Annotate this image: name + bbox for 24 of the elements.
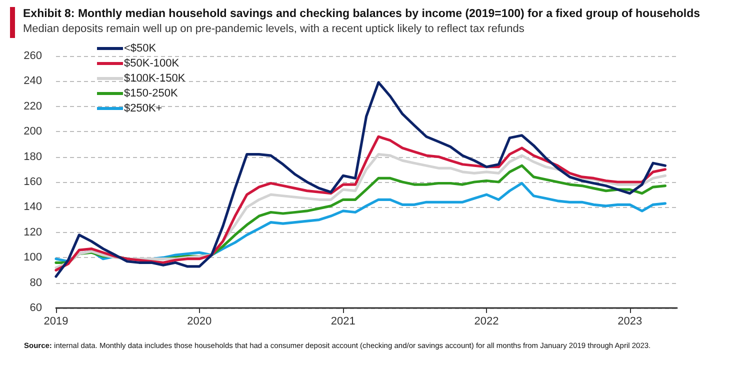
y-tick-label: 80 <box>30 276 42 289</box>
y-tick-label: 140 <box>24 201 42 214</box>
y-tick-label: 200 <box>24 126 42 138</box>
y-tick-label: 100 <box>24 252 42 264</box>
legend-label: $100K-150K <box>124 72 186 84</box>
x-tick-label: 2021 <box>330 316 356 328</box>
y-tick-label: 60 <box>30 302 42 314</box>
y-tick-label: 120 <box>24 226 42 238</box>
chart-subtitle: Median deposits remain well up on pre-pandemic levels, with a recent uptick likely to reflect tax refunds <box>23 23 524 35</box>
x-tick-label: 2019 <box>44 316 68 328</box>
x-tick-label: 2020 <box>187 316 212 328</box>
y-tick-label: 260 <box>24 50 42 62</box>
chart-title: Exhibit 8: Monthly median household savings and checking balances by income (2019=100) for a fixed group of households <box>23 8 700 20</box>
y-tick-label: 180 <box>24 150 42 163</box>
y-tick-label: 240 <box>24 75 42 88</box>
y-tick-label: 160 <box>24 176 42 188</box>
legend-label: <$50K <box>124 42 157 54</box>
y-tick-label: 220 <box>24 100 42 112</box>
x-tick-label: 2023 <box>618 316 642 328</box>
x-tick-label: 2022 <box>474 316 499 328</box>
legend-label: $150-250K <box>124 88 178 100</box>
line-series <box>54 81 667 278</box>
legend-label: $250K+ <box>124 102 162 114</box>
legend-label: $50K-100K <box>124 58 180 70</box>
